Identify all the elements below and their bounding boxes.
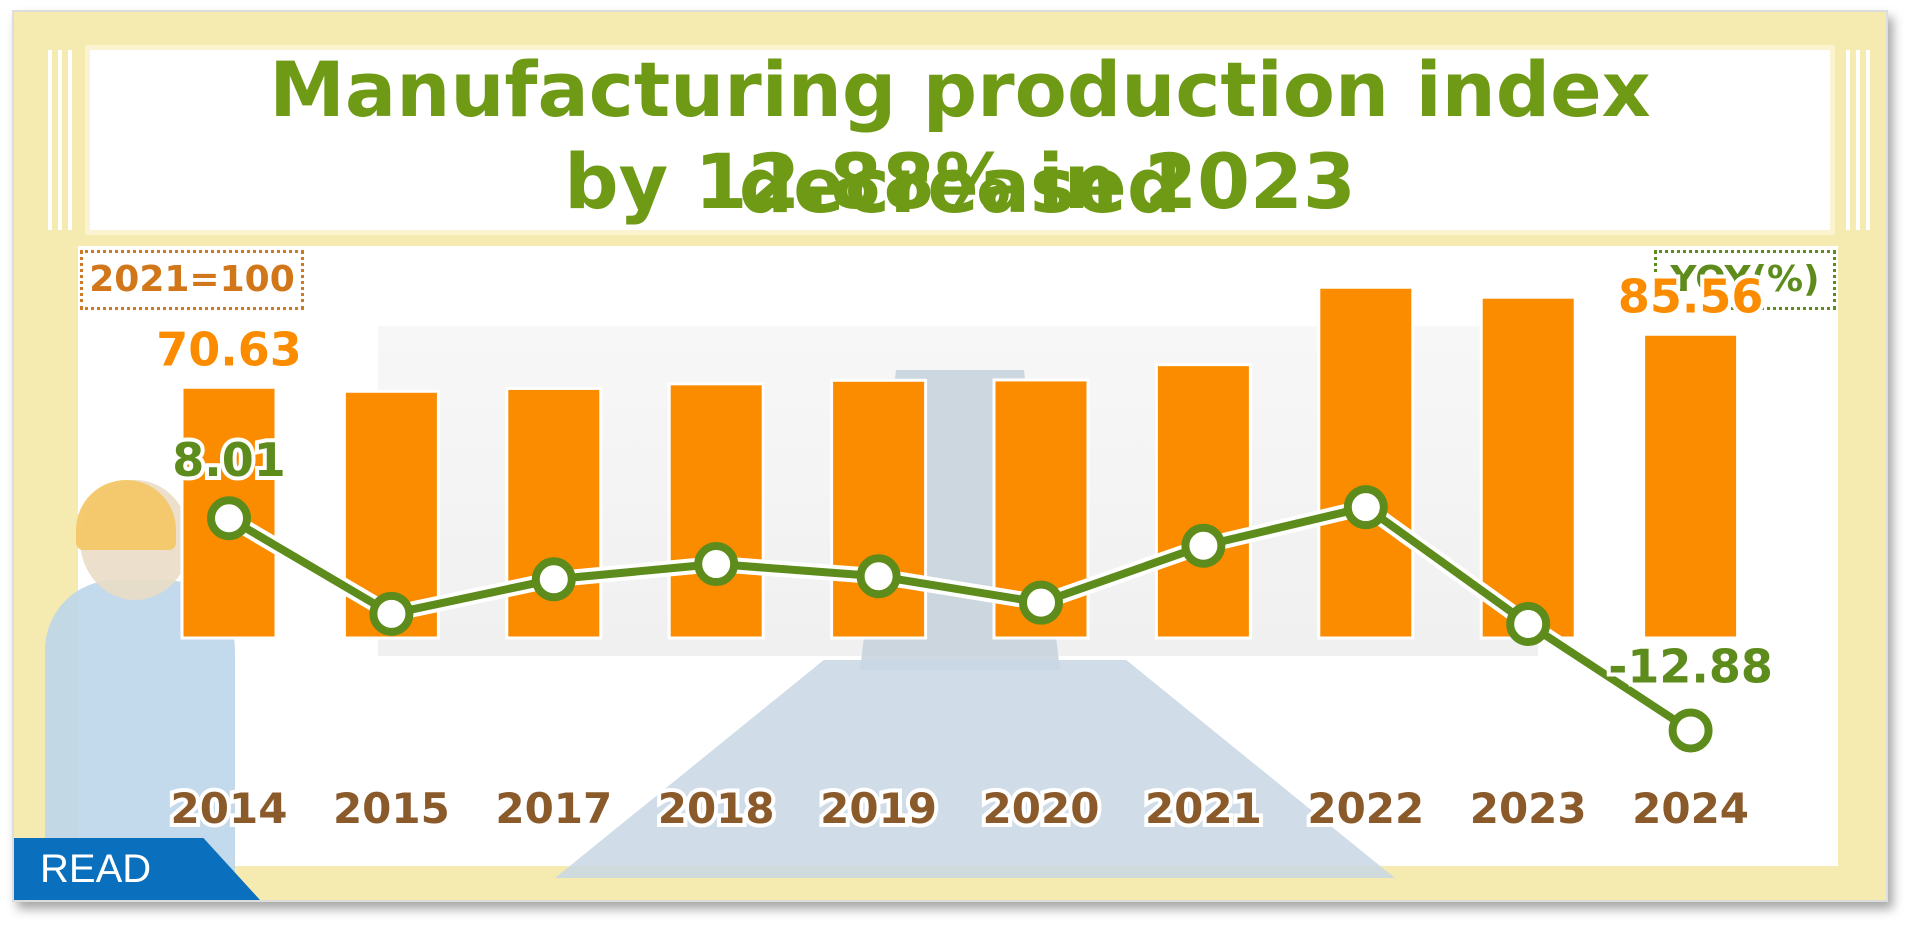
x-tick-label-2019: 2019 — [820, 784, 937, 833]
yoy-point-2015 — [369, 591, 414, 636]
yoy-line — [226, 503, 1693, 734]
index-base-label: 2021=100 — [80, 250, 304, 310]
yoy-point-2019 — [856, 554, 901, 599]
decorative-stripes-right — [1842, 50, 1876, 230]
yoy-point-2022 — [1343, 485, 1388, 530]
yoy-point-2024 — [1668, 708, 1713, 753]
yoy-point-2021 — [1181, 523, 1226, 568]
bar-2019 — [830, 378, 928, 640]
yoy-point-2020 — [1019, 580, 1063, 625]
yoy-axis-label: YOY(%) — [1654, 250, 1836, 310]
yoy-line-halo — [224, 499, 1695, 738]
data-label-bar-last: 85.56 — [1618, 269, 1764, 323]
x-tick-label-2015: 2015 — [333, 784, 450, 833]
bar-2022 — [1317, 285, 1415, 640]
title-line-2: by 12.88% in 2023 — [564, 137, 1356, 226]
bar-2021 — [1154, 363, 1252, 640]
yoy-point-2023 — [1506, 601, 1551, 646]
yoy-point-2014 — [207, 496, 251, 541]
chart-title: Manufacturing production index decreased… — [90, 45, 1830, 230]
yoy-point-2018 — [694, 542, 739, 587]
read-badge-label[interactable]: READ — [40, 847, 152, 891]
yoy-point-2017 — [531, 557, 576, 602]
x-tick-label-2018: 2018 — [658, 784, 775, 833]
data-label-yoy-first: 8.01 — [172, 433, 286, 487]
title-line-1: Manufacturing production index decreased — [269, 45, 1651, 230]
x-tick-label-2020: 2020 — [983, 784, 1100, 833]
x-tick-label-2023: 2023 — [1470, 784, 1587, 833]
x-tick-label-2022: 2022 — [1307, 784, 1424, 833]
bar-2018 — [667, 382, 765, 640]
data-label-bar-first: 70.63 — [156, 322, 302, 376]
x-tick-label-2024: 2024 — [1632, 784, 1749, 833]
x-tick-label-2014: 2014 — [171, 784, 288, 833]
bar-2023 — [1479, 295, 1577, 640]
x-tick-label-2021: 2021 — [1145, 784, 1262, 833]
x-tick-label-2017: 2017 — [495, 784, 612, 833]
data-label-yoy-last: -12.88 — [1608, 639, 1773, 693]
decorative-stripes-left — [44, 50, 78, 230]
bar-2024 — [1642, 332, 1740, 640]
